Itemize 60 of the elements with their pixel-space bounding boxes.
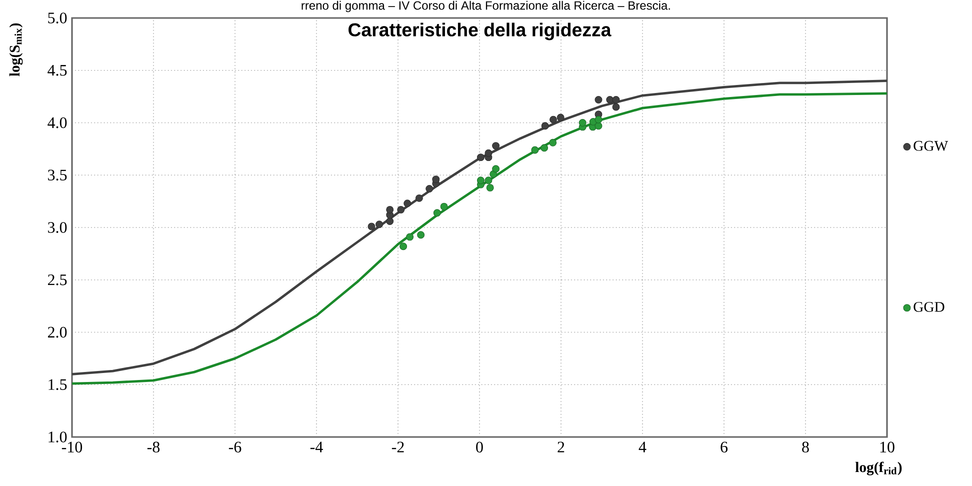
point [404, 200, 412, 208]
point [397, 206, 405, 214]
x-tick-label: 4 [638, 442, 646, 452]
point [612, 103, 620, 111]
point [492, 142, 500, 150]
point [386, 217, 394, 225]
point [606, 96, 614, 104]
point [432, 176, 440, 184]
legend-label: GGW [914, 140, 948, 151]
point [540, 144, 548, 152]
point [549, 138, 557, 146]
y-axis-title: log(S$_{mix}$) [9, 23, 23, 76]
point [594, 116, 602, 124]
x-tick-label: 2 [558, 442, 564, 452]
x-tick-label: 0 [476, 442, 483, 452]
x-tick-label: -8 [147, 442, 160, 452]
point [531, 146, 539, 154]
point [484, 176, 492, 184]
point [594, 122, 602, 130]
y-tick-label: 3.5 [48, 170, 67, 181]
y-tick-label: 5.0 [48, 12, 67, 24]
point [376, 220, 383, 228]
x-tick-label: -2 [392, 442, 404, 452]
point [556, 114, 564, 122]
y-tick-label: 4.5 [48, 64, 67, 76]
point [486, 184, 494, 192]
text: rreno di gomma – IV Corso di Alta Formazione alla Ricerca – Brescia. [302, 0, 670, 12]
y-tick-label: 1.5 [48, 379, 67, 390]
point [368, 222, 376, 230]
point [594, 96, 602, 104]
x-tick-label: 10 [880, 442, 894, 452]
point [484, 149, 492, 157]
x-axis-title: log(f$_{rid}$) [855, 462, 902, 476]
x-tick-label: -6 [228, 442, 242, 452]
point [541, 122, 549, 130]
x-tick-label: 6 [720, 442, 728, 452]
point [426, 185, 434, 192]
point [417, 231, 425, 239]
point [386, 206, 394, 214]
point [476, 154, 484, 162]
point [406, 233, 414, 241]
point [433, 209, 441, 217]
point [550, 116, 557, 124]
point [415, 194, 423, 202]
point [612, 96, 620, 104]
y-tick-label: 3.0 [48, 222, 67, 233]
x-tick-label: 8 [802, 442, 809, 452]
legend-label: GGD [914, 302, 944, 312]
point [400, 242, 408, 250]
y-tick-label: 1.0 [48, 432, 67, 442]
y-tick-label: 2.5 [48, 274, 67, 286]
point [440, 202, 448, 210]
point [476, 176, 484, 184]
y-tick-label: 2.0 [48, 326, 67, 338]
point [492, 165, 500, 173]
chart-title: Caratteristiche della rigidezza [348, 22, 612, 40]
y-tick-label: 4.0 [48, 117, 67, 128]
x-tick-label: -10 [62, 442, 82, 452]
x-tick-label: -4 [310, 442, 323, 452]
point [578, 119, 586, 126]
